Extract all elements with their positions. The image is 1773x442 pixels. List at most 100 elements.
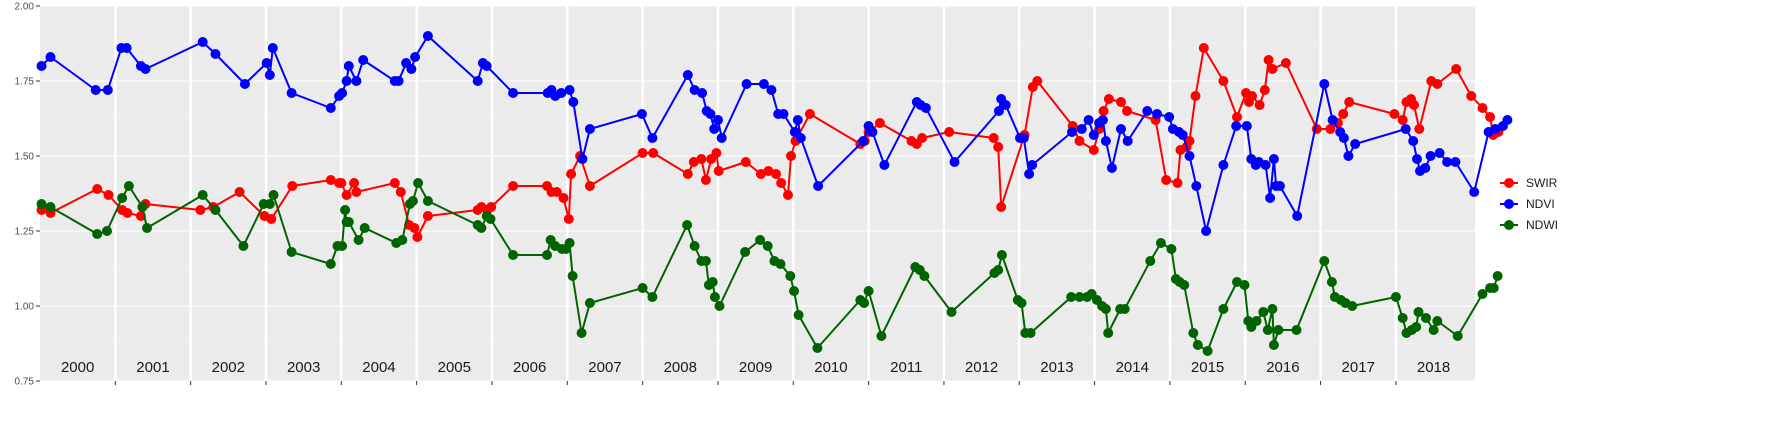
data-point-ndvi — [1218, 160, 1229, 170]
data-point-ndwi — [1411, 322, 1422, 332]
data-point-ndvi — [422, 31, 433, 41]
data-point-swir — [1477, 103, 1488, 113]
data-point-ndwi — [1413, 307, 1424, 317]
year-label: 2017 — [1342, 359, 1375, 376]
data-point-ndvi — [1408, 136, 1419, 146]
legend-key-point — [1504, 220, 1514, 230]
year-label: 2011 — [890, 359, 922, 376]
data-point-ndwi — [117, 193, 128, 203]
data-point-ndvi — [1177, 130, 1188, 140]
data-point-ndwi — [1166, 244, 1177, 254]
data-point-ndvi — [1327, 115, 1338, 125]
data-point-swir — [389, 178, 400, 188]
year-label: 2015 — [1191, 359, 1224, 376]
data-point-ndwi — [1347, 301, 1358, 311]
data-point-ndvi — [1338, 133, 1349, 143]
data-point-ndwi — [476, 223, 487, 233]
legend-item-swir: SWIR — [1500, 176, 1558, 190]
data-point-ndvi — [343, 61, 354, 71]
grid-major — [40, 5, 1475, 382]
data-point-ndvi — [261, 58, 272, 68]
data-point-ndwi — [325, 259, 336, 269]
data-point-ndvi — [1425, 151, 1436, 161]
data-point-ndwi — [812, 343, 823, 353]
data-point-ndwi — [1016, 298, 1027, 308]
data-point-ndwi — [946, 307, 957, 317]
year-label: 2001 — [136, 359, 169, 376]
data-point-ndwi — [762, 241, 773, 251]
year-label: 2002 — [212, 359, 245, 376]
series-ndwi — [36, 178, 1503, 356]
grid-minor — [40, 43, 1475, 344]
data-point-ndwi — [102, 226, 112, 236]
year-label: 2003 — [287, 359, 320, 376]
data-point-ndvi — [337, 88, 348, 98]
data-point-swir — [395, 187, 406, 197]
data-point-swir — [763, 166, 774, 176]
data-point-swir — [558, 193, 569, 203]
data-point-ndvi — [1142, 106, 1153, 116]
data-point-swir — [412, 232, 423, 242]
data-point-swir — [341, 190, 352, 200]
data-point-ndvi — [1241, 121, 1252, 131]
data-point-swir — [1247, 91, 1257, 101]
data-point-ndvi — [239, 79, 250, 89]
year-label: 2018 — [1417, 359, 1450, 376]
series-ndvi — [36, 31, 1513, 236]
data-point-ndvi — [1076, 124, 1087, 134]
data-point-ndvi — [140, 64, 151, 74]
data-point-ndvi — [1018, 133, 1029, 143]
data-point-swir — [103, 190, 114, 200]
data-point-ndvi — [36, 61, 47, 71]
legend-label: NDWI — [1526, 218, 1558, 232]
data-point-ndvi — [1442, 157, 1453, 167]
data-point-ndvi — [556, 88, 567, 98]
data-point-swir — [195, 205, 206, 215]
data-point-ndwi — [1103, 328, 1114, 338]
data-point-ndwi — [637, 283, 648, 293]
data-point-ndvi — [102, 85, 113, 95]
data-point-swir — [234, 187, 245, 197]
data-point-swir — [584, 181, 595, 191]
data-point-ndvi — [393, 76, 404, 86]
data-point-ndvi — [1083, 115, 1094, 125]
data-point-swir — [804, 109, 815, 119]
data-point-ndwi — [264, 199, 275, 209]
data-point-swir — [1098, 106, 1109, 116]
data-point-ndwi — [397, 235, 408, 245]
data-point-ndwi — [1492, 271, 1503, 281]
data-point-swir — [122, 208, 133, 218]
data-point-ndwi — [714, 301, 725, 311]
data-point-ndwi — [1155, 238, 1166, 248]
data-point-ndwi — [1273, 325, 1284, 335]
y-axis: 0.75 1.00 1.25 1.50 1.75 2.00 — [15, 2, 40, 388]
data-point-ndwi — [785, 271, 796, 281]
data-point-ndvi — [481, 61, 492, 71]
data-point-ndvi — [264, 70, 275, 80]
data-point-ndwi — [647, 292, 658, 302]
data-point-swir — [351, 187, 362, 197]
series-layer — [36, 31, 1513, 356]
data-point-ndvi — [766, 85, 777, 95]
data-point-ndwi — [1421, 313, 1431, 323]
data-point-swir — [1389, 109, 1400, 119]
data-point-ndwi — [996, 250, 1007, 260]
data-point-ndvi — [713, 115, 723, 125]
data-point-ndvi — [682, 70, 693, 80]
data-point-ndvi — [472, 76, 483, 86]
data-point-ndvi — [1106, 163, 1117, 173]
data-point-ndwi — [1268, 340, 1279, 350]
data-point-ndvi — [341, 76, 352, 86]
data-point-ndvi — [121, 43, 132, 53]
year-label: 2012 — [965, 359, 998, 376]
data-point-ndwi — [1488, 283, 1499, 293]
data-point-ndwi — [268, 190, 279, 200]
year-label: 2010 — [814, 359, 847, 376]
data-point-ndvi — [949, 157, 960, 167]
data-point-swir — [696, 154, 707, 164]
data-point-ndvi — [584, 124, 595, 134]
data-point-ndvi — [1097, 115, 1108, 125]
data-point-ndwi — [1428, 325, 1439, 335]
data-point-ndwi — [1239, 280, 1250, 290]
